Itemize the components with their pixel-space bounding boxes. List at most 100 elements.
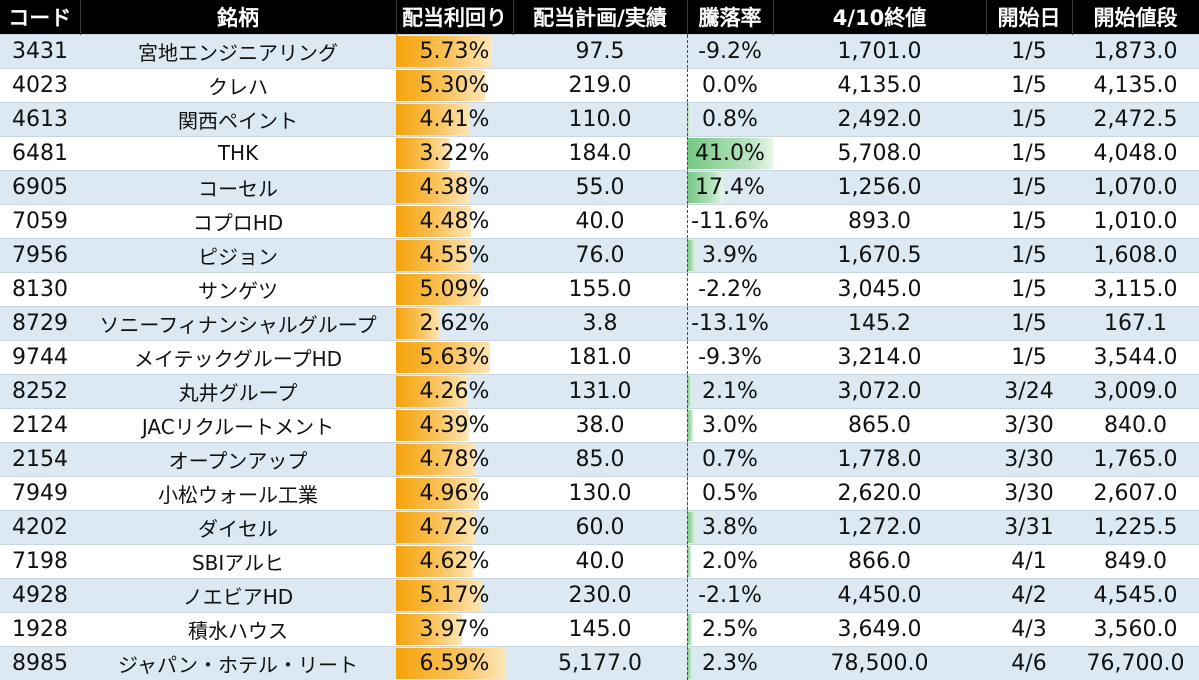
cell-name: ピジョン xyxy=(80,238,396,272)
cell-start-price-value: 3,544.0 xyxy=(1094,345,1178,370)
change-axis-line xyxy=(687,545,688,578)
cell-name-value: 小松ウォール工業 xyxy=(158,483,318,507)
cell-name-value: 積水ハウス xyxy=(188,619,288,643)
cell-dividend-value: 155.0 xyxy=(569,277,632,302)
cell-change: -13.1% xyxy=(687,306,773,340)
cell-change: 2.0% xyxy=(687,544,773,578)
cell-name: コーセル xyxy=(80,170,396,204)
header-close[interactable]: 4/10終値 xyxy=(773,0,986,34)
cell-start-date: 1/5 xyxy=(986,136,1072,170)
cell-change-value: -9.3% xyxy=(698,345,762,370)
cell-close-value: 3,214.0 xyxy=(838,345,922,370)
cell-start-price: 1,608.0 xyxy=(1072,238,1199,272)
cell-start-price: 1,765.0 xyxy=(1072,442,1199,476)
cell-close-value: 4,450.0 xyxy=(838,583,922,608)
cell-name-value: ダイセル xyxy=(198,517,278,541)
cell-start-date-value: 4/3 xyxy=(1011,617,1046,642)
cell-start-price-value: 1,873.0 xyxy=(1094,39,1178,64)
cell-code-value: 3431 xyxy=(12,39,68,64)
change-axis-line xyxy=(687,579,688,612)
cell-code: 2124 xyxy=(0,408,80,442)
cell-change-value: 3.9% xyxy=(702,243,758,268)
positive-change-bar xyxy=(687,512,695,543)
cell-change-value: 0.7% xyxy=(702,447,758,472)
header-change[interactable]: 騰落率 xyxy=(687,0,773,34)
cell-dividend: 55.0 xyxy=(513,170,687,204)
cell-start-date-value: 3/30 xyxy=(1004,447,1053,472)
cell-dividend-value: 40.0 xyxy=(576,209,625,234)
cell-close-value: 3,072.0 xyxy=(838,379,922,404)
cell-dividend-value: 85.0 xyxy=(576,447,625,472)
cell-yield-value: 4.72% xyxy=(420,515,490,540)
cell-yield-value: 3.22% xyxy=(420,141,490,166)
cell-change-value: 3.0% xyxy=(702,413,758,438)
cell-yield: 4.48% xyxy=(396,204,513,238)
cell-start-price: 3,009.0 xyxy=(1072,374,1199,408)
positive-change-bar xyxy=(687,240,695,271)
cell-yield: 4.96% xyxy=(396,476,513,510)
cell-name: 小松ウォール工業 xyxy=(80,476,396,510)
cell-yield: 4.41% xyxy=(396,102,513,136)
header-name[interactable]: 銘柄 xyxy=(80,0,396,34)
header-dividend[interactable]: 配当計画/実績 xyxy=(513,0,687,34)
cell-name-value: サンゲツ xyxy=(198,279,278,303)
cell-name-value: 関西ペイント xyxy=(178,109,298,133)
header-code[interactable]: コード xyxy=(0,0,80,34)
cell-yield-value: 2.62% xyxy=(420,311,490,336)
header-start-price[interactable]: 開始値段 xyxy=(1072,0,1199,34)
cell-dividend: 155.0 xyxy=(513,272,687,306)
cell-dividend: 60.0 xyxy=(513,510,687,544)
cell-name-value: JACリクルートメント xyxy=(142,415,334,439)
cell-dividend: 130.0 xyxy=(513,476,687,510)
cell-name: 丸井グループ xyxy=(80,374,396,408)
cell-close: 3,214.0 xyxy=(773,340,986,374)
cell-start-price-value: 4,048.0 xyxy=(1094,141,1178,166)
change-axis-line xyxy=(687,341,688,374)
header-start-date[interactable]: 開始日 xyxy=(986,0,1072,34)
cell-yield-value: 4.78% xyxy=(420,447,490,472)
cell-start-date-value: 4/1 xyxy=(1011,549,1046,574)
change-axis-line xyxy=(687,35,688,68)
cell-yield-value: 4.96% xyxy=(420,481,490,506)
cell-start-price-value: 3,009.0 xyxy=(1094,379,1178,404)
cell-name-value: オープンアップ xyxy=(169,449,308,473)
cell-start-date-value: 1/5 xyxy=(1011,209,1046,234)
cell-name-value: ソニーフィナンシャルグループ xyxy=(99,313,376,337)
cell-dividend: 3.8 xyxy=(513,306,687,340)
cell-dividend: 110.0 xyxy=(513,102,687,136)
cell-dividend: 184.0 xyxy=(513,136,687,170)
cell-name: サンゲツ xyxy=(80,272,396,306)
cell-change: 0.7% xyxy=(687,442,773,476)
cell-start-date-value: 1/5 xyxy=(1011,243,1046,268)
cell-close-value: 865.0 xyxy=(848,413,911,438)
cell-start-date: 1/5 xyxy=(986,238,1072,272)
cell-code-value: 8130 xyxy=(12,277,68,302)
cell-start-date-value: 4/6 xyxy=(1011,651,1046,676)
header-yield[interactable]: 配当利回り xyxy=(396,0,513,34)
cell-start-price-value: 167.1 xyxy=(1104,311,1167,336)
cell-start-price: 840.0 xyxy=(1072,408,1199,442)
cell-name-value: ジャパン・ホテル・リート xyxy=(118,653,358,677)
cell-start-date-value: 1/5 xyxy=(1011,277,1046,302)
cell-yield-value: 4.48% xyxy=(420,209,490,234)
